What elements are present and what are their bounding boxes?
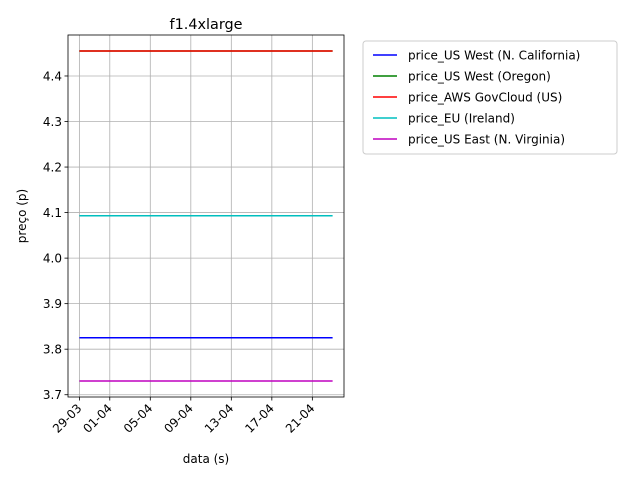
y-tick-label: 3.8	[43, 342, 62, 356]
x-tick-label: 01-04	[80, 401, 115, 436]
y-tick-label: 4.1	[43, 206, 62, 220]
legend: price_US West (N. California) price_US We…	[362, 40, 618, 155]
x-tick-label: 09-04	[161, 401, 196, 436]
y-axis-label: preço (p)	[15, 189, 29, 243]
y-tick-label: 4.0	[43, 251, 62, 265]
legend-box	[362, 40, 618, 155]
legend-label: price_US West (N. California)	[408, 48, 580, 62]
y-tick-label: 3.9	[43, 297, 62, 311]
x-tick-label: 13-04	[202, 401, 237, 436]
x-tick-label: 29-03	[50, 401, 85, 436]
series-lines	[79, 50, 333, 382]
legend-label: price_EU (Ireland)	[408, 111, 515, 125]
legend-item: price_US West (Oregon)	[373, 69, 551, 83]
y-tick-label: 3.7	[43, 388, 62, 402]
y-tick-label: 4.3	[43, 115, 62, 129]
x-tick-label: 17-04	[242, 401, 277, 436]
legend-label: price_AWS GovCloud (US)	[408, 90, 562, 104]
plot-frame	[67, 34, 345, 398]
legend-item: price_EU (Ireland)	[373, 111, 515, 125]
y-tick-label: 4.2	[43, 160, 62, 174]
legend-item: price_US East (N. Virginia)	[373, 132, 565, 146]
legend-item: price_AWS GovCloud (US)	[373, 90, 562, 104]
legend-label: price_US West (Oregon)	[408, 69, 551, 83]
x-axis-label: data (s)	[183, 452, 229, 466]
legend-label: price_US East (N. Virginia)	[408, 132, 565, 146]
chart-title: f1.4xlarge	[170, 17, 243, 33]
x-tick-label: 05-04	[121, 401, 156, 436]
legend-item: price_US West (N. California)	[373, 48, 580, 62]
x-tick-label: 21-04	[283, 401, 318, 436]
y-tick-label: 4.4	[43, 69, 62, 83]
